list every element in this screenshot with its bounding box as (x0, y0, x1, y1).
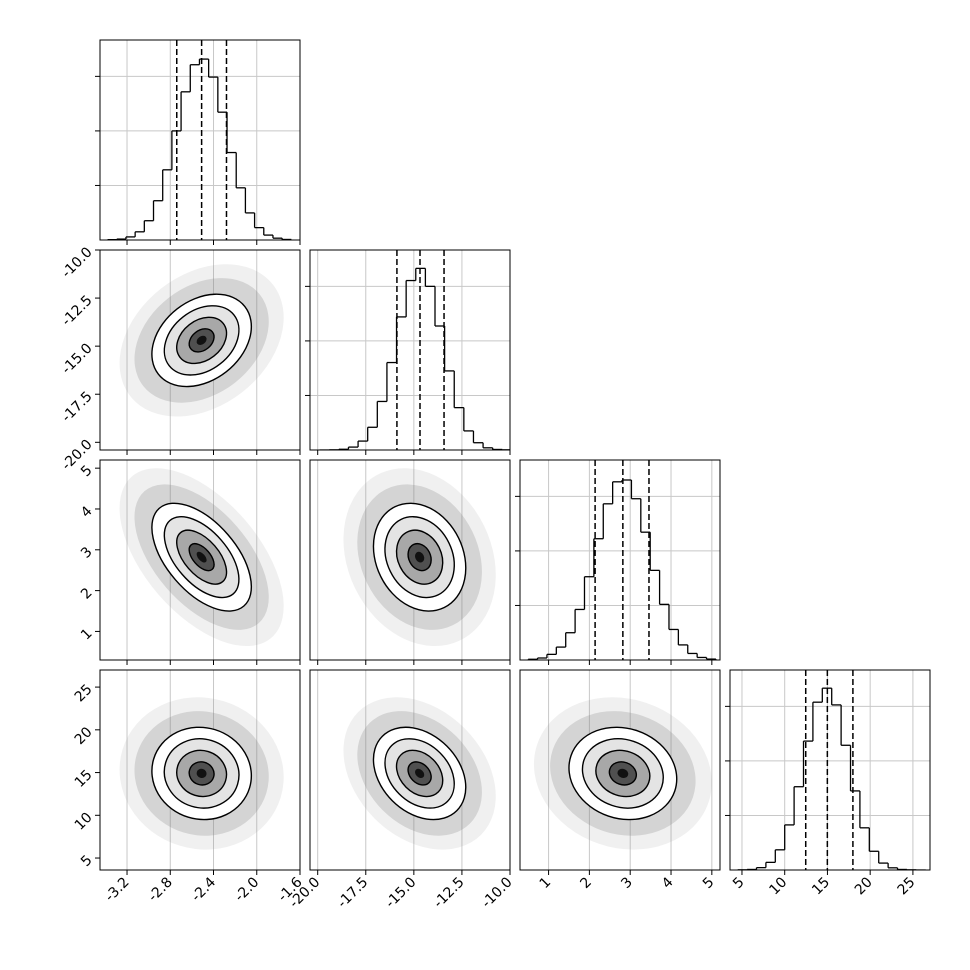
panel-frame (309, 669, 511, 871)
contour (176, 529, 228, 585)
x-tick-label: -2.4 (189, 874, 220, 905)
contour (188, 328, 215, 353)
panel (310, 250, 510, 450)
y-tick-label: -12.5 (59, 292, 96, 329)
contour (407, 761, 432, 786)
contour (384, 516, 455, 599)
panel (119, 670, 300, 870)
contour (595, 749, 651, 798)
x-tick-label: 25 (895, 874, 919, 898)
y-tick-label: 4 (78, 503, 96, 521)
x-tick-label: 3 (618, 874, 636, 892)
density (617, 768, 629, 779)
contour (163, 516, 240, 599)
panel (119, 250, 300, 450)
x-tick-label: -2.8 (145, 874, 176, 905)
x-tick-label: 15 (809, 874, 833, 898)
contour (188, 761, 215, 786)
density (414, 768, 425, 779)
panel (533, 670, 713, 870)
x-tick-label: 2 (577, 874, 595, 892)
x-tick-label: -3.2 (102, 874, 133, 905)
contour (176, 316, 228, 365)
y-tick-label: 20 (72, 724, 96, 748)
panel (119, 460, 300, 660)
panel-frame (519, 459, 721, 661)
contour (372, 502, 467, 612)
x-tick-label: -2.0 (232, 874, 263, 905)
contour (151, 293, 253, 388)
contour (395, 529, 444, 585)
panel (100, 40, 300, 240)
contour (188, 542, 215, 572)
y-tick-label: -10.0 (59, 244, 96, 281)
contour (395, 749, 444, 798)
y-tick-label: 1 (78, 626, 96, 644)
panel-frame (99, 459, 301, 661)
panel-frame (99, 39, 301, 241)
contour (163, 305, 240, 376)
contour (151, 502, 253, 612)
contour (176, 749, 228, 798)
y-tick-label: 3 (78, 544, 96, 562)
x-tick-label: 4 (659, 874, 677, 892)
density (196, 335, 207, 345)
x-tick-label: -17.5 (334, 874, 371, 911)
contour (151, 726, 253, 821)
y-tick-label: 10 (72, 810, 96, 834)
y-tick-label: 15 (72, 767, 96, 791)
x-tick-label: 5 (730, 874, 748, 892)
density (196, 551, 207, 563)
panel-frame (99, 249, 301, 451)
x-tick-label: 20 (852, 874, 876, 898)
panel (317, 670, 510, 870)
x-tick-label: -12.5 (431, 874, 468, 911)
x-tick-label: 1 (537, 874, 555, 892)
density (196, 768, 207, 779)
y-tick-label: 5 (78, 463, 96, 481)
panel-frame (729, 669, 931, 871)
density (415, 551, 425, 563)
panel-frame (309, 459, 511, 661)
panel-frame (309, 249, 511, 451)
y-tick-label: -17.5 (59, 389, 96, 426)
contour (372, 726, 467, 821)
y-tick-label: 5 (78, 852, 96, 870)
y-tick-label: 2 (78, 585, 96, 603)
panel (317, 460, 510, 660)
contour (163, 738, 240, 809)
y-tick-label: -15.0 (59, 340, 96, 377)
contour (568, 726, 678, 821)
contour (384, 738, 455, 809)
x-tick-label: -15.0 (383, 874, 420, 911)
contour (407, 542, 432, 572)
x-tick-label: -10.0 (479, 874, 516, 911)
contour (581, 738, 664, 809)
panel (730, 670, 930, 870)
x-tick-label: 5 (700, 874, 718, 892)
y-tick-label: 25 (72, 681, 96, 705)
contour (608, 761, 638, 786)
panel (520, 460, 720, 660)
y-tick-label: -20.0 (59, 437, 96, 474)
x-tick-label: 10 (766, 874, 790, 898)
panel-frame (519, 669, 721, 871)
panel-frame (99, 669, 301, 871)
